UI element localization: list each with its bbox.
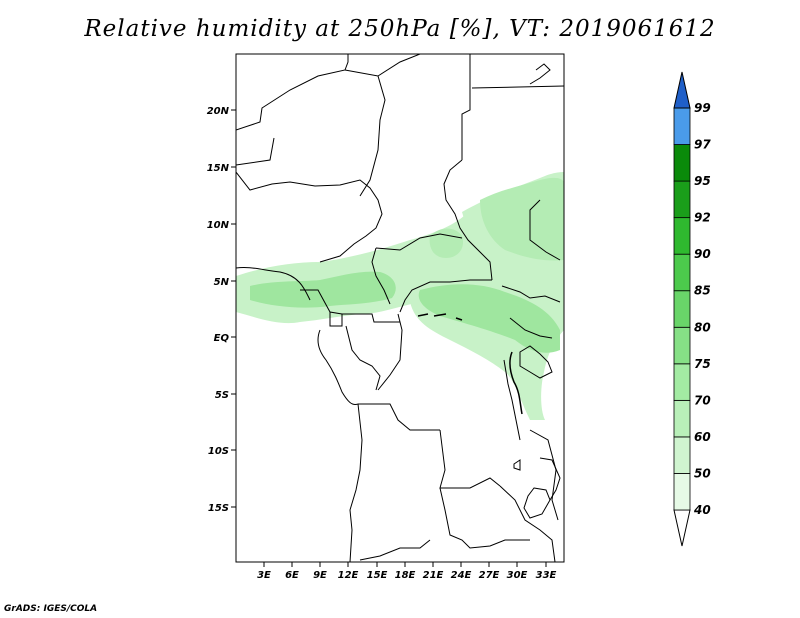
colorbar-segment <box>673 107 691 145</box>
colorbar-segment <box>673 436 691 474</box>
lon-tick-label: 3E <box>257 570 271 581</box>
map-frame <box>235 53 565 563</box>
lon-tick-label: 12E <box>338 570 359 581</box>
lat-tick-label: 15S <box>208 503 229 514</box>
colorbar-segments <box>673 71 691 547</box>
colorbar-segment <box>673 363 691 401</box>
lon-tick-label: 15E <box>367 570 388 581</box>
colorbar-level-label: 92 <box>694 211 711 225</box>
colorbar-labels: 40 50 60 70 75 80 85 90 92 95 97 99 <box>693 101 711 517</box>
lon-tick-label: 30E <box>507 570 528 581</box>
country-borders <box>236 54 564 562</box>
colorbar-segment <box>673 290 691 328</box>
lon-tick-label: 24E <box>451 570 472 581</box>
lat-axis: 20N 15N 10N 5N EQ 5S 10S 15S <box>207 106 236 514</box>
colorbar-segment <box>673 217 691 255</box>
colorbar-level-label: 75 <box>694 357 711 371</box>
lat-tick-label: 5N <box>214 277 230 288</box>
colorbar-segment <box>673 144 691 182</box>
humidity-core-3 <box>480 177 564 261</box>
lat-tick-label: 15N <box>207 163 230 174</box>
colorbar: 40 50 60 70 75 80 85 90 92 95 97 99 <box>673 71 711 547</box>
humidity-core-4 <box>429 228 464 258</box>
lon-axis: 3E 6E 9E 12E 15E 18E 21E 24E 27E 30E 33E <box>257 562 557 581</box>
lon-tick-label: 18E <box>395 570 416 581</box>
colorbar-lower-triangle <box>673 509 691 547</box>
colorbar-segment <box>673 473 691 511</box>
lat-tick-label: 20N <box>207 106 230 117</box>
chart-title: Relative humidity at 250hPa [%], VT: 201… <box>84 16 716 42</box>
colorbar-level-label: 40 <box>693 503 711 517</box>
colorbar-level-label: 90 <box>694 247 711 261</box>
colorbar-level-label: 70 <box>694 393 711 407</box>
lon-tick-label: 9E <box>313 570 327 581</box>
colorbar-level-label: 80 <box>694 320 711 334</box>
colorbar-level-label: 85 <box>694 284 711 298</box>
colorbar-level-label: 97 <box>694 138 711 152</box>
lon-tick-label: 21E <box>423 570 444 581</box>
lat-tick-label: 10S <box>208 446 229 457</box>
lat-tick-label: 5S <box>215 390 229 401</box>
colorbar-level-label: 50 <box>694 466 711 480</box>
lon-tick-label: 6E <box>285 570 299 581</box>
colorbar-level-label: 95 <box>694 174 711 188</box>
lat-tick-label: EQ <box>214 333 230 344</box>
lat-tick-label: 10N <box>207 220 230 231</box>
colorbar-upper-triangle <box>673 71 691 109</box>
colorbar-segment <box>673 399 691 438</box>
colorbar-level-label: 99 <box>694 101 711 115</box>
colorbar-segment <box>673 180 691 219</box>
lon-tick-label: 27E <box>479 570 500 581</box>
humidity-core-2 <box>418 284 560 353</box>
colorbar-segment <box>673 253 691 292</box>
humidity-shading <box>236 172 564 420</box>
humidity-core-1 <box>250 271 396 308</box>
colorbar-level-label: 60 <box>694 430 711 444</box>
grads-credit: GrADS: IGES/COLA <box>4 604 98 614</box>
colorbar-segment <box>673 326 691 365</box>
lon-tick-label: 33E <box>536 570 557 581</box>
